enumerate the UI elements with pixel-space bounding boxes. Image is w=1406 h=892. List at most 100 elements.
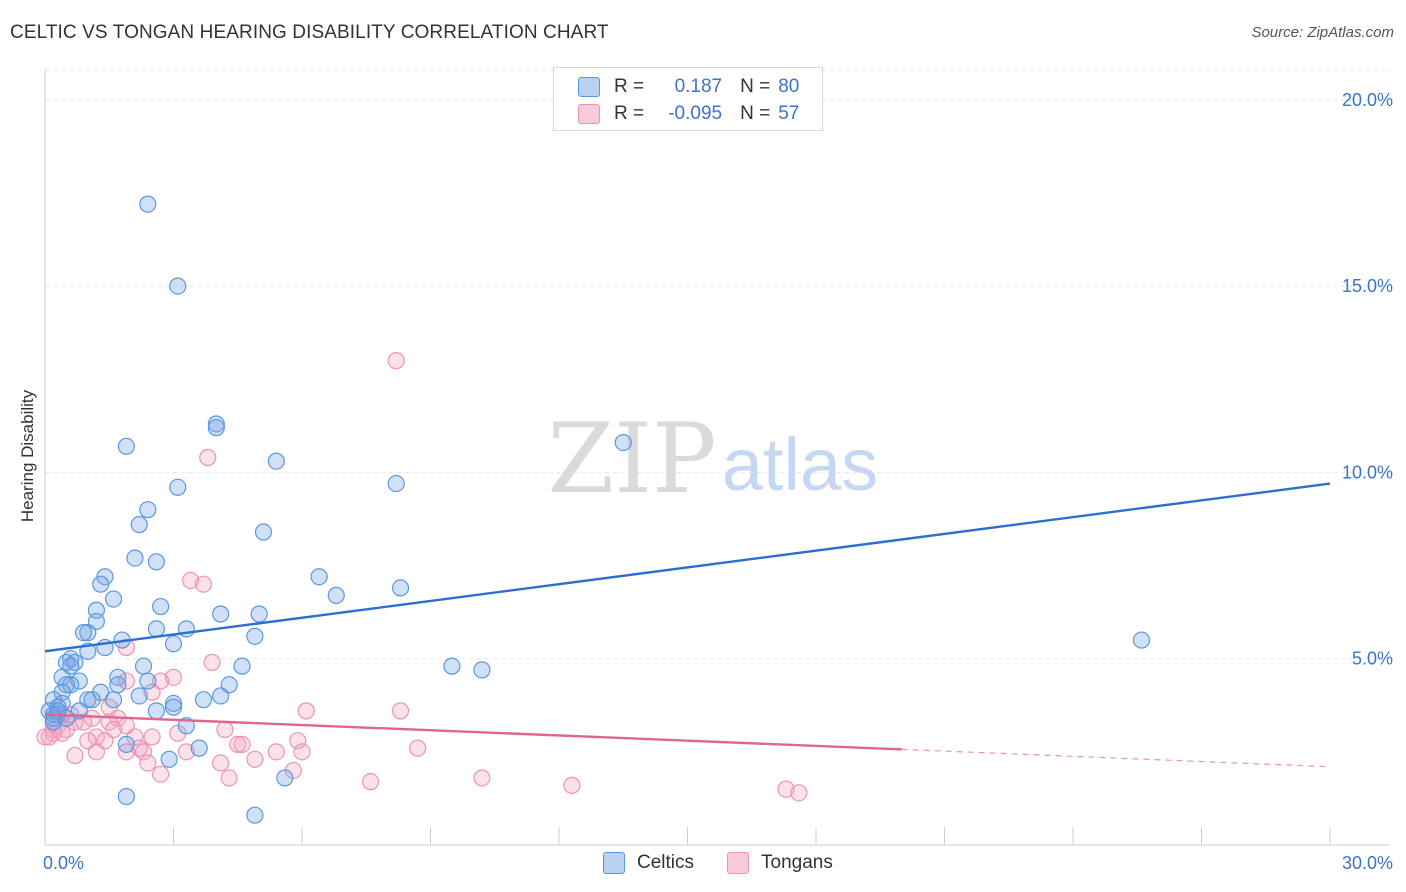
celtic-point-18 xyxy=(391,579,410,597)
tongan-point-54 xyxy=(361,773,380,791)
tongans-legend-swatch xyxy=(727,852,749,874)
legend-row-tongan: R = -0.095 N = 57 xyxy=(578,101,799,127)
trend-lines xyxy=(44,482,1331,768)
tongan-point-30 xyxy=(87,728,106,746)
celtic-point-57 xyxy=(194,691,213,709)
tongan-n-label: N = xyxy=(740,103,771,124)
y-tick-label-3: 20.0% xyxy=(1342,90,1393,110)
tongan-point-25 xyxy=(216,720,234,739)
tongan-r-value: -0.095 xyxy=(668,103,723,124)
celtic-r-label: R = xyxy=(614,76,645,97)
celtic-n-value: 80 xyxy=(778,76,800,97)
tongan-point-56 xyxy=(777,780,795,798)
celtic-point-70 xyxy=(147,702,165,720)
celtic-point-4 xyxy=(117,437,135,455)
celtic-point-9 xyxy=(139,501,157,519)
y-tick-label-1: 10.0% xyxy=(1342,462,1393,482)
axes xyxy=(44,70,1390,846)
celtic-point-31 xyxy=(164,635,183,653)
watermark-atlas: atlas xyxy=(722,423,878,506)
celtic-point-20 xyxy=(152,597,170,616)
series-legend: Celtics Tongans xyxy=(0,852,1406,876)
tongan-trend-line xyxy=(44,713,902,751)
x-tick-label-0: 0.0% xyxy=(43,853,84,873)
tongan-point-3 xyxy=(194,575,213,593)
celtic-point-5 xyxy=(267,452,285,470)
celtic-point-38 xyxy=(134,657,153,675)
celtic-point-16 xyxy=(92,575,110,593)
tongan-point-0 xyxy=(387,352,405,370)
tick-labels: 5.0% 10.0% 15.0% 20.0% 0.0% 30.0% xyxy=(43,90,1393,873)
celtic-point-60 xyxy=(104,691,123,709)
celtic-point-23 xyxy=(250,605,268,623)
celtic-point-7 xyxy=(387,474,405,493)
celtic-point-73 xyxy=(117,735,135,753)
legend-row-celtic: R = 0.187 N = 80 xyxy=(578,74,799,100)
celtic-point-53 xyxy=(130,687,148,705)
tongan-swatch xyxy=(578,104,600,124)
celtic-point-25 xyxy=(147,620,165,638)
celtic-point-3 xyxy=(207,419,225,437)
tongan-point-32 xyxy=(143,728,161,746)
celtic-point-56 xyxy=(212,687,230,705)
celtic-point-39 xyxy=(233,657,251,675)
celtic-point-74 xyxy=(190,739,208,757)
celtic-point-28 xyxy=(74,624,93,642)
tongan-point-57 xyxy=(790,784,808,802)
celtic-point-12 xyxy=(126,549,144,567)
tongan-point-41 xyxy=(409,739,427,757)
tongan-point-39 xyxy=(267,743,285,761)
tongan-point-51 xyxy=(152,765,170,783)
watermark-zip: ZIP xyxy=(547,403,716,515)
celtic-point-26 xyxy=(79,624,97,642)
celtic-point-45 xyxy=(139,672,157,690)
legend-item-celtics[interactable]: Celtics xyxy=(603,852,694,874)
y-tick-label-0: 5.0% xyxy=(1352,649,1393,669)
tongan-point-15 xyxy=(83,709,101,727)
tongan-point-49 xyxy=(139,754,157,772)
celtic-n-label: N = xyxy=(740,76,771,97)
tongan-point-5 xyxy=(203,653,221,672)
stats-legend: R = 0.187 N = 80 R = -0.095 N = 57 xyxy=(553,67,823,131)
tongan-point-52 xyxy=(220,769,238,787)
tongan-point-9 xyxy=(152,672,170,690)
celtic-point-6 xyxy=(614,433,632,452)
tongan-n-value: 57 xyxy=(778,103,800,124)
celtic-point-42 xyxy=(1132,631,1151,649)
celtic-point-1 xyxy=(169,277,187,295)
tongan-point-10 xyxy=(297,702,315,720)
celtic-point-40 xyxy=(443,657,461,675)
tongan-point-36 xyxy=(229,735,247,753)
celtic-point-11 xyxy=(254,523,273,541)
tongan-point-53 xyxy=(473,769,491,787)
tongans-legend-label: Tongans xyxy=(761,852,833,873)
tongan-point-55 xyxy=(563,776,581,794)
tongan-points xyxy=(36,352,808,802)
tongan-point-2 xyxy=(182,571,200,590)
watermark: ZIP atlas xyxy=(547,403,878,515)
tongan-point-45 xyxy=(177,743,195,761)
celtic-point-75 xyxy=(276,769,294,787)
tongan-r-label: R = xyxy=(614,103,645,124)
celtic-point-10 xyxy=(130,515,148,534)
celtic-point-29 xyxy=(246,627,264,645)
celtic-point-72 xyxy=(177,717,195,735)
celtic-point-0 xyxy=(139,195,157,213)
tongan-point-46 xyxy=(66,746,84,765)
celtic-trend-line xyxy=(44,482,1331,653)
celtics-legend-label: Celtics xyxy=(637,852,695,873)
legend-item-tongans[interactable]: Tongans xyxy=(727,852,833,874)
celtic-point-55 xyxy=(83,691,101,709)
celtic-r-value: 0.187 xyxy=(674,76,723,97)
celtic-point-8 xyxy=(169,478,187,496)
tongan-point-58 xyxy=(36,728,54,746)
x-tick-label-1: 30.0% xyxy=(1342,853,1393,873)
tongan-point-44 xyxy=(134,743,153,761)
chart-title: CELTIC VS TONGAN HEARING DISABILITY CORR… xyxy=(10,22,609,43)
tongan-point-11 xyxy=(391,702,410,720)
celtic-point-62 xyxy=(164,698,183,716)
celtics-legend-swatch xyxy=(603,852,625,874)
celtic-swatch xyxy=(578,77,600,97)
tongan-point-1 xyxy=(199,448,217,467)
